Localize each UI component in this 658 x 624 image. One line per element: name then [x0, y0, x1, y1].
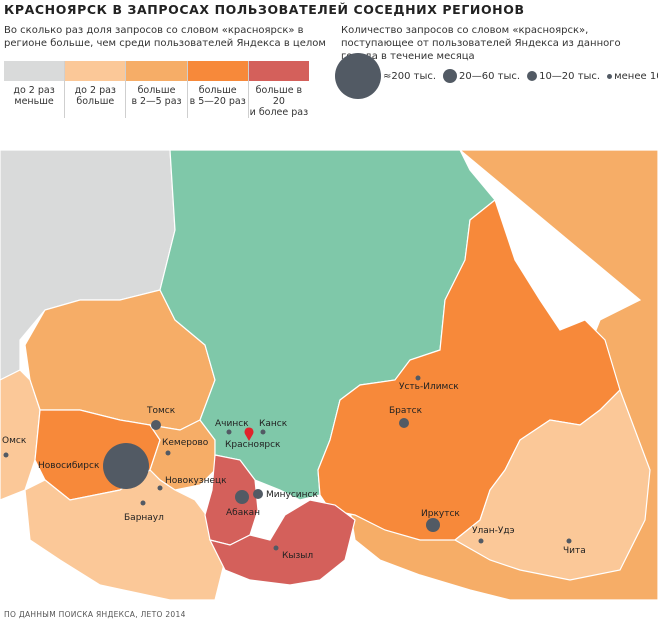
regions-map: Омск Новосибирск Томск Кемерово Новокузнецк Б…: [0, 150, 658, 605]
ratio-label: больше в 5—20 раз: [189, 85, 246, 107]
size-label: 20—60 тыс.: [459, 70, 521, 82]
city-kansk: Канск: [259, 419, 288, 435]
source-note: ПО ДАННЫМ ПОИСКА ЯНДЕКСА, ЛЕТО 2014: [4, 610, 186, 619]
city-marker: [3, 452, 9, 458]
city-abakan: Абакан: [226, 490, 260, 518]
city-marker: [151, 420, 161, 430]
city-marker: [103, 443, 149, 489]
city-achinsk: Ачинск: [215, 419, 249, 435]
city-novosibirsk: Новосибирск: [38, 443, 149, 489]
region-tuva: [208, 499, 356, 586]
ratio-swatch: [248, 61, 310, 81]
region-altai: [24, 469, 226, 601]
ratio-legend-item-5: больше в 20 и более раз: [247, 61, 310, 118]
city-label: Канск: [259, 419, 288, 429]
city-label: Ачинск: [215, 419, 249, 429]
map-pin-icon: [244, 427, 254, 441]
city-marker: [253, 489, 263, 499]
circle-icon: [335, 53, 381, 99]
size-legend-item-largest: ≈200 тыс.: [335, 53, 436, 99]
size-legend-item-large: 20—60 тыс.: [443, 69, 520, 83]
city-kemerovo: Кемерово: [162, 438, 209, 456]
city-label: Минусинск: [266, 490, 318, 500]
size-label: менее 10 тыс.: [614, 70, 658, 82]
cities-layer: Омск Новосибирск Томск Кемерово Новокузнецк Б…: [2, 375, 586, 561]
city-label: Кызыл: [282, 551, 313, 561]
city-chita: Чита: [563, 538, 586, 556]
city-marker: [157, 485, 163, 491]
city-label: Омск: [2, 436, 27, 446]
city-omsk: Омск: [2, 436, 27, 458]
city-marker: [273, 545, 279, 551]
city-label: Томск: [146, 406, 176, 416]
city-label: Красноярск: [225, 440, 281, 450]
ratio-label: до 2 раз меньше: [13, 85, 55, 107]
circle-icon: [443, 69, 458, 83]
city-marker: [566, 538, 572, 544]
city-label: Абакан: [226, 508, 260, 518]
ratio-label: больше в 2—5 раз: [131, 85, 182, 107]
city-ulan-ude: Улан-Удэ: [472, 526, 515, 544]
ratio-legend-item-3: больше в 2—5 раз: [125, 61, 187, 118]
city-label: Новосибирск: [38, 461, 100, 471]
ratio-swatch: [126, 61, 187, 81]
city-minusinsk: Минусинск: [253, 489, 318, 500]
ratio-label: до 2 раз больше: [74, 85, 116, 107]
city-krasnoyarsk: Красноярск: [225, 427, 281, 450]
region-kemerovo: [148, 419, 216, 491]
city-label: Братск: [389, 406, 423, 416]
ratio-legend-item-1: до 2 раз меньше: [4, 61, 65, 118]
city-marker: [226, 429, 232, 435]
circle-icon: [527, 71, 538, 81]
size-label: 10—20 тыс.: [539, 70, 601, 82]
ratio-label: больше в 20 и более раз: [249, 85, 309, 118]
city-bratsk: Братск: [389, 406, 423, 428]
city-tomsk: Томск: [146, 406, 176, 430]
city-irkutsk: Иркутск: [421, 509, 460, 532]
city-marker: [235, 490, 249, 504]
city-kyzyl: Кызыл: [273, 545, 313, 561]
city-label: Новокузнецк: [165, 476, 227, 486]
city-marker: [399, 418, 409, 428]
size-legend-item-medium: 10—20 тыс.: [527, 71, 600, 82]
city-label: Чита: [563, 546, 586, 556]
size-legend-item-small: менее 10 тыс.: [607, 71, 658, 82]
city-marker: [140, 500, 146, 506]
city-label: Улан-Удэ: [472, 526, 515, 536]
region-buryatia: [453, 388, 651, 581]
ratio-legend-item-4: больше в 5—20 раз: [186, 61, 248, 118]
city-label: Кемерово: [162, 438, 209, 448]
city-label: Иркутск: [421, 509, 460, 519]
city-marker: [415, 375, 421, 381]
ratio-legend: до 2 раз меньше до 2 раз больше больше в 2—…: [4, 61, 310, 118]
map-title: КРАСНОЯРСК В ЗАПРОСАХ ПОЛЬЗОВАТЕЛЕЙ СОСЕ…: [4, 2, 525, 17]
ratio-swatch: [65, 61, 126, 81]
size-label: ≈200 тыс.: [383, 70, 437, 82]
city-marker: [165, 450, 171, 456]
city-marker: [260, 429, 266, 435]
ratio-legend-item-2: до 2 раз больше: [64, 61, 126, 118]
city-marker: [478, 538, 484, 544]
city-label: Усть-Илимск: [399, 382, 459, 392]
size-legend: ≈200 тыс. 20—60 тыс. 10—20 тыс. менее 10…: [335, 50, 658, 102]
size-legend-description: Количество запросов со словом «красноярс…: [341, 25, 621, 62]
city-ust-ilimsk: Усть-Илимск: [399, 375, 459, 392]
ratio-legend-description: Во сколько раз доля запросов со словом «…: [4, 25, 326, 49]
city-marker: [426, 518, 440, 532]
ratio-swatch: [4, 61, 65, 81]
circle-icon: [607, 73, 613, 79]
city-barnaul: Барнаул: [124, 500, 164, 523]
ratio-swatch: [187, 61, 248, 81]
city-novokuznetsk: Новокузнецк: [157, 476, 227, 491]
city-label: Барнаул: [124, 513, 164, 523]
